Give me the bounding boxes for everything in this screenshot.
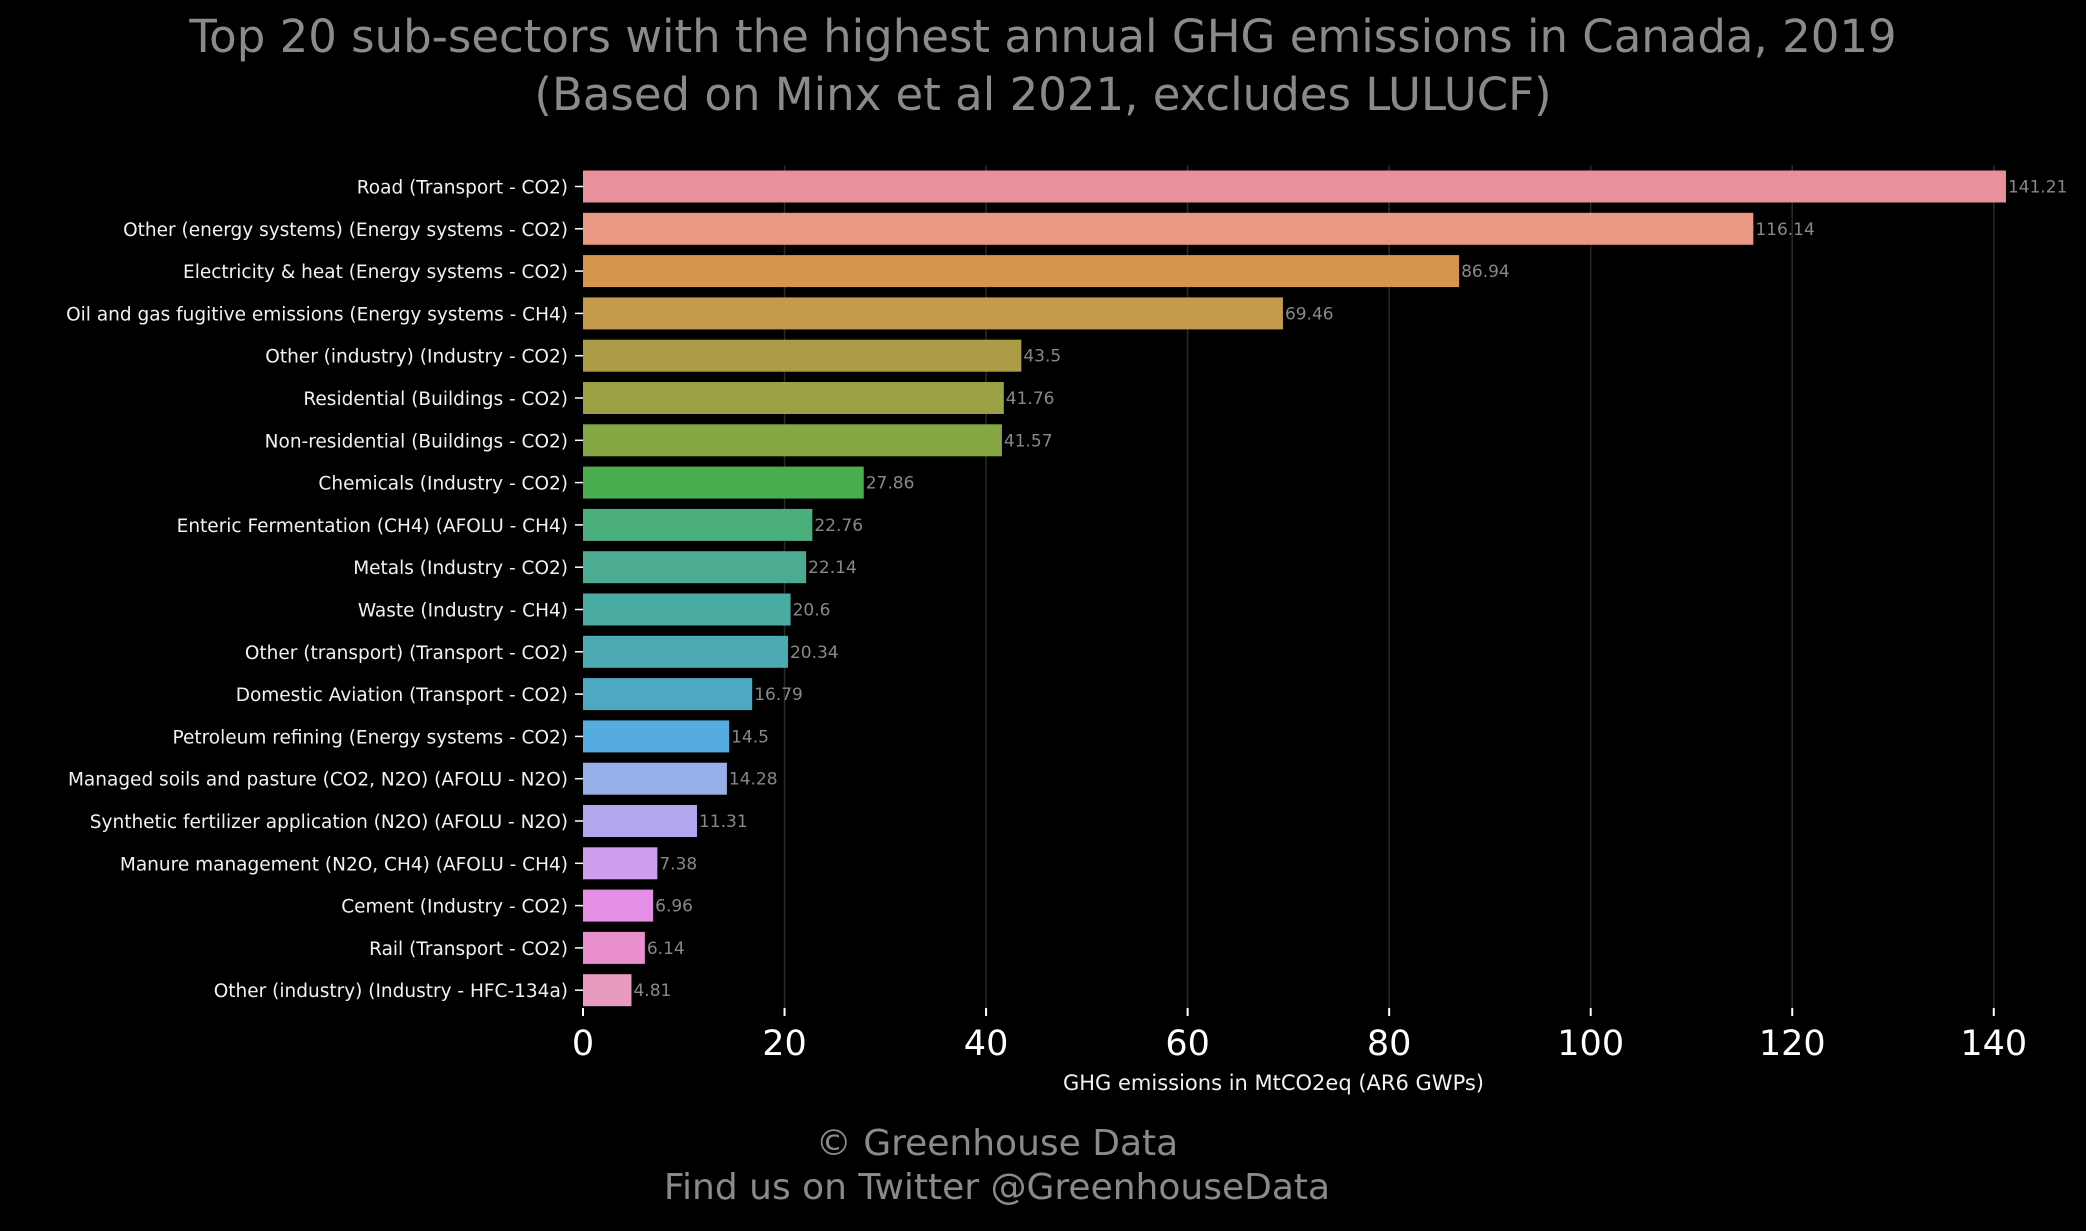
x-tick-label: 80 <box>1367 1024 1412 1064</box>
x-tick-label: 20 <box>762 1024 807 1064</box>
category-label: Oil and gas fugitive emissions (Energy s… <box>66 304 568 325</box>
bar <box>583 974 632 1007</box>
value-label: 20.34 <box>790 643 839 663</box>
value-label: 6.96 <box>655 897 693 917</box>
value-label: 27.86 <box>866 474 915 494</box>
category-label: Synthetic fertilizer application (N2O) (… <box>90 812 568 833</box>
x-tick-label: 60 <box>1165 1024 1210 1064</box>
category-label: Cement (Industry - CO2) <box>341 897 568 918</box>
gridlines <box>783 165 1995 1008</box>
value-label: 43.5 <box>1023 347 1061 367</box>
category-label: Rail (Transport - CO2) <box>369 939 568 960</box>
value-label: 14.5 <box>731 727 769 747</box>
bar <box>583 508 813 541</box>
value-label: 22.76 <box>814 516 863 536</box>
value-label: 22.14 <box>808 558 857 578</box>
value-label: 6.14 <box>647 939 685 959</box>
x-tick-label: 0 <box>572 1024 594 1064</box>
category-label: Other (industry) (Industry - HFC-134a) <box>214 981 568 1002</box>
value-label: 116.14 <box>1755 220 1814 240</box>
chart-title-line-2: (Based on Minx et al 2021, excludes LULU… <box>534 68 1552 121</box>
category-label: Enteric Fermentation (CH4) (AFOLU - CH4) <box>177 516 568 537</box>
bar <box>583 466 864 499</box>
bar <box>583 889 654 922</box>
bar <box>583 382 1004 414</box>
bar <box>583 212 1754 245</box>
category-label: Other (transport) (Transport - CO2) <box>245 643 568 664</box>
bar <box>583 339 1022 372</box>
bar <box>583 297 1283 330</box>
bar <box>583 255 1460 288</box>
bar <box>583 931 645 964</box>
category-label: Road (Transport - CO2) <box>357 178 568 199</box>
bar <box>583 424 1002 457</box>
category-label: Metals (Industry - CO2) <box>353 558 568 579</box>
value-label: 141.21 <box>2008 178 2067 198</box>
category-label: Chemicals (Industry - CO2) <box>318 474 568 495</box>
category-label: Domestic Aviation (Transport - CO2) <box>236 685 568 706</box>
x-tick-label: 40 <box>964 1024 1009 1064</box>
value-label: 4.81 <box>633 981 671 1001</box>
category-label: Petroleum refining (Energy systems - CO2… <box>172 727 568 748</box>
category-label: Managed soils and pasture (CO2, N2O) (AF… <box>68 770 568 791</box>
x-axis: 0 20 40 60 80 100 120 140 <box>572 1008 2027 1064</box>
category-label: Residential (Buildings - CO2) <box>303 389 568 410</box>
value-label: 20.6 <box>793 601 831 621</box>
category-label: Waste (Industry - CH4) <box>358 601 568 622</box>
x-tick-label: 100 <box>1557 1024 1624 1064</box>
bar <box>583 593 791 626</box>
value-labels: 141.21 116.14 86.94 69.46 43.5 41.76 41.57 27.8… <box>633 178 2067 1002</box>
value-label: 14.28 <box>729 770 778 790</box>
value-label: 41.57 <box>1004 431 1053 451</box>
bar <box>583 805 697 837</box>
value-label: 16.79 <box>754 685 803 705</box>
bar <box>583 678 753 711</box>
value-label: 7.38 <box>659 854 697 874</box>
bar <box>583 635 788 668</box>
bar <box>583 847 658 880</box>
category-labels: Road (Transport - CO2) Other (energy syst… <box>66 178 583 1002</box>
bar <box>583 762 727 795</box>
footer-credit: © Greenhouse Data Find us on Twitter @Gr… <box>0 1122 1994 1210</box>
x-tick-label: 140 <box>1960 1024 2027 1064</box>
x-axis-label: GHG emissions in MtCO2eq (AR6 GWPs) <box>1063 1071 1484 1095</box>
category-label: Manure management (N2O, CH4) (AFOLU - CH… <box>120 854 568 875</box>
category-label: Non-residential (Buildings - CO2) <box>265 431 568 452</box>
category-label: Electricity & heat (Energy systems - CO2… <box>183 262 568 283</box>
value-label: 41.76 <box>1006 389 1055 409</box>
category-label: Other (industry) (Industry - CO2) <box>265 347 568 368</box>
footer-twitter: Find us on Twitter @GreenhouseData <box>663 1167 1331 1208</box>
bar <box>583 551 807 584</box>
chart-title: Top 20 sub-sectors with the highest annu… <box>0 8 2086 124</box>
bars <box>583 170 2006 1007</box>
chart-title-line-1: Top 20 sub-sectors with the highest annu… <box>189 10 1897 63</box>
value-label: 11.31 <box>699 812 748 832</box>
bar <box>583 720 730 753</box>
value-label: 86.94 <box>1461 262 1510 282</box>
x-tick-label: 120 <box>1759 1024 1826 1064</box>
value-label: 69.46 <box>1285 304 1334 324</box>
category-label: Other (energy systems) (Energy systems -… <box>123 220 568 241</box>
bar <box>583 170 2006 203</box>
footer-copyright: © Greenhouse Data <box>815 1123 1179 1164</box>
